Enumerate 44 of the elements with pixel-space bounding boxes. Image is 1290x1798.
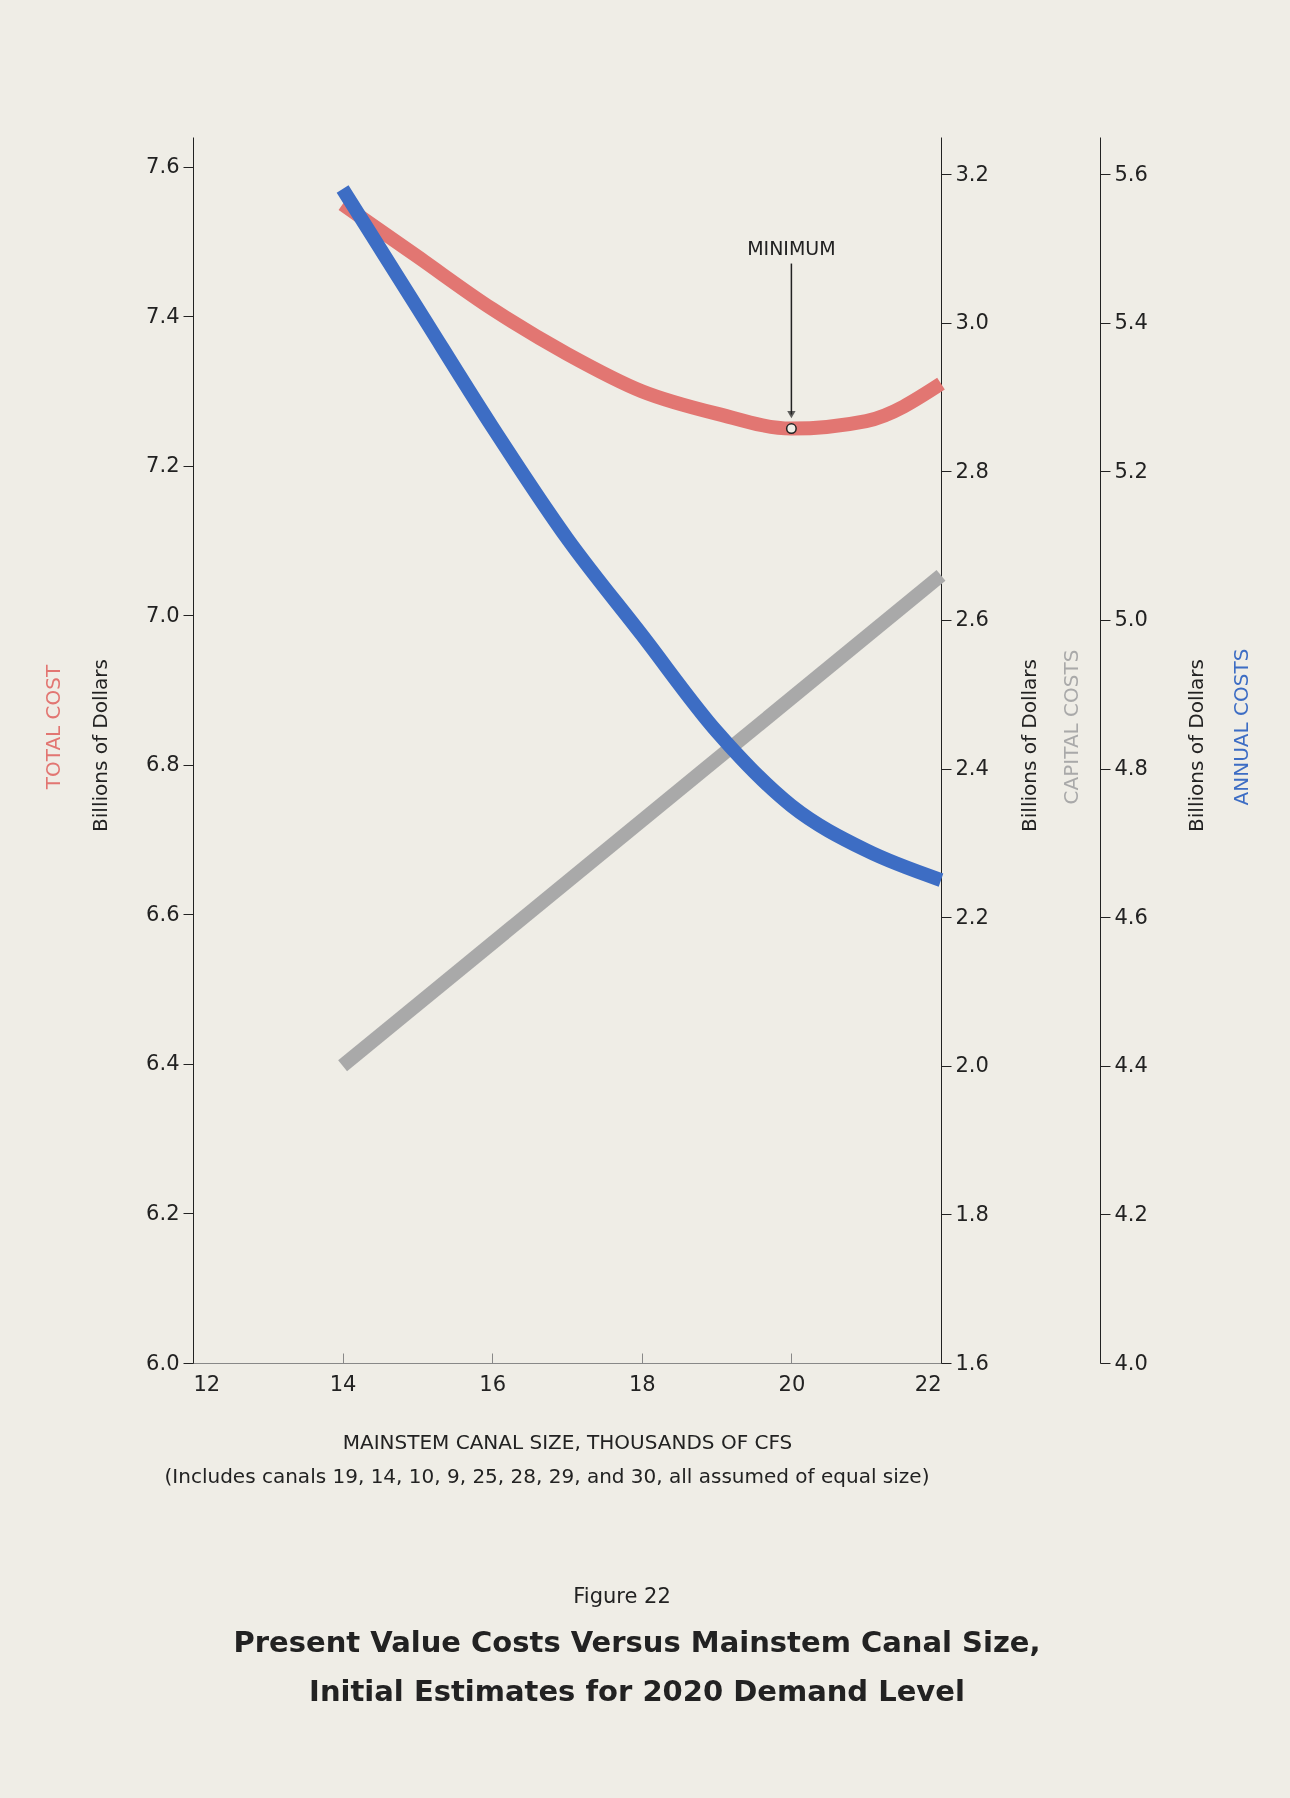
x-tick-label: 22 [914, 1371, 942, 1396]
y2-tick-label: 2.0 [955, 1053, 989, 1078]
y3-tick-label: 5.2 [1114, 458, 1148, 483]
y3-tick-label: 4.8 [1114, 756, 1148, 781]
y2-tick-label: 2.4 [955, 756, 989, 781]
y-tick-label: 6.2 [146, 1200, 180, 1225]
y-tick-label: 6.8 [146, 752, 180, 777]
y-tick-label: 6.6 [146, 901, 180, 926]
y2-tick-label: 2.6 [955, 607, 989, 632]
caption: Figure 22 [573, 1584, 671, 1608]
y-tick-label: 6.0 [146, 1350, 180, 1375]
x-tick-label: 16 [479, 1371, 507, 1396]
y-tick-label: 7.6 [146, 154, 180, 179]
y2-tick-label: 3.2 [955, 161, 989, 186]
text: (Includes canals 19, 14, 10, 9, 25, 28, 29, and 30, all assumed of equal size) [164, 1464, 930, 1488]
y-tick-label: 7.4 [146, 303, 180, 328]
y3-tick-label: 4.2 [1114, 1201, 1148, 1226]
y3-axis-title: Billions of Dollars [1183, 659, 1208, 832]
x-axis-title: MAINSTEM CANAL SIZE, THOUSANDS OF CFS [342, 1429, 793, 1454]
y2-tick-label: 3.0 [955, 310, 989, 335]
y3-tick-label: 4.0 [1114, 1350, 1148, 1375]
y3-tick-label: 4.4 [1114, 1053, 1148, 1078]
x-tick-label: 14 [329, 1371, 357, 1396]
y2-axis-title: Billions of Dollars [1016, 659, 1041, 832]
y2-tick-label: 2.2 [955, 904, 989, 929]
annotation: MINIMUM [747, 236, 836, 259]
y-tick-label: 7.2 [146, 453, 180, 478]
text: CAPITAL COSTS [1059, 649, 1083, 805]
text: Present Value Costs Versus Mainstem Canal Size, Initial Estimates for 2020 Demand Level [233, 1625, 1041, 1708]
y2-tick-label: 1.8 [955, 1201, 989, 1226]
x-tick-label: 12 [193, 1371, 221, 1396]
y-tick-label: 6.4 [146, 1051, 180, 1076]
y-axis-title: Billions of Dollars [87, 659, 112, 832]
y3-tick-label: 5.4 [1114, 310, 1148, 335]
y-tick-label: 7.0 [146, 602, 180, 627]
y3-tick-label: 5.0 [1114, 607, 1148, 632]
text: ANNUAL COSTS [1229, 648, 1253, 806]
y2-tick-label: 1.6 [955, 1350, 989, 1375]
x-tick-label: 20 [778, 1371, 806, 1396]
text: TOTAL COST [41, 664, 65, 791]
y3-tick-label: 4.6 [1114, 904, 1148, 929]
y2-tick-label: 2.8 [955, 458, 989, 483]
x-tick-label: 18 [628, 1371, 656, 1396]
y3-tick-label: 5.6 [1114, 161, 1148, 186]
